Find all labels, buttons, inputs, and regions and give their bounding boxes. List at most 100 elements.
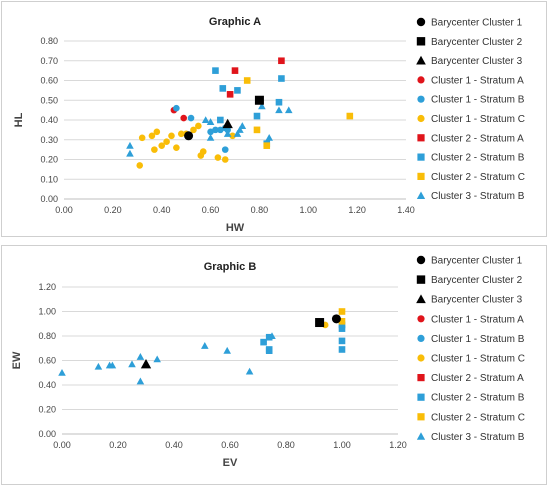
data-point (151, 146, 158, 153)
data-point (331, 314, 341, 324)
data-point (338, 318, 346, 325)
chart-panel-a: Graphic A 0.00 0.10 0.20 0.30 0.40 0.50 0.60 0.7… (1, 1, 547, 237)
data-point (223, 130, 232, 137)
data-point (187, 114, 195, 122)
x-tick-label: 1.40 (397, 205, 415, 215)
data-point (201, 342, 209, 349)
data-point (138, 134, 146, 142)
data-point (231, 67, 239, 74)
data-point (221, 146, 229, 153)
legend-entry-label: Cluster 1 - Stratum B (431, 95, 525, 106)
data-point (136, 377, 145, 385)
data-point (229, 132, 236, 140)
y-tick-label: 0.80 (40, 36, 58, 46)
x-tick-label: 0.20 (104, 205, 122, 215)
y-tick-label: 0.00 (40, 194, 58, 204)
legend-entry-label: Cluster 2 - Stratum A (431, 373, 524, 384)
data-point (153, 128, 161, 136)
legend-marker (417, 172, 425, 180)
data-point (195, 122, 202, 130)
x-tick-label: 0.20 (109, 440, 127, 450)
legend-marker (416, 275, 426, 284)
data-point (168, 132, 175, 140)
legend-marker (417, 393, 425, 401)
data-point (284, 106, 293, 114)
legend-marker (416, 432, 426, 440)
legend-entry-label: Cluster 2 - Stratum A (431, 133, 524, 144)
y-tick-label: 0.20 (38, 405, 56, 415)
data-point (163, 138, 170, 146)
data-point (265, 347, 273, 354)
data-point (338, 308, 346, 315)
data-point (212, 67, 219, 74)
x-tick-label: 0.00 (55, 205, 73, 215)
legend-entry-label: Barycenter Cluster 1 (431, 18, 523, 29)
x-tick-label: 0.40 (165, 440, 183, 450)
legend-entry-label: Cluster 2 - Stratum B (431, 393, 525, 404)
legend-entry-label: Barycenter Cluster 1 (431, 256, 523, 267)
x-tick-label: 0.60 (221, 440, 239, 450)
data-point (338, 346, 346, 353)
legend-entry-label: Cluster 2 - Stratum C (431, 412, 525, 423)
legend-marker (416, 255, 426, 265)
data-point (238, 122, 247, 129)
data-point (236, 126, 244, 133)
chart-title: Graphic B (204, 261, 257, 273)
y-tick-label: 0.30 (40, 135, 58, 145)
data-point (214, 154, 222, 161)
data-point (253, 126, 261, 134)
x-tick-label: 0.40 (153, 205, 171, 215)
data-point (94, 362, 103, 370)
data-point (260, 338, 267, 346)
data-point (199, 148, 207, 155)
y-axis-label: EW (11, 351, 23, 369)
legend-entry-label: Cluster 1 - Stratum A (431, 314, 524, 325)
x-tick-label: 0.60 (202, 205, 220, 215)
legend-marker (416, 55, 426, 65)
data-point (217, 116, 224, 124)
data-point (184, 131, 194, 141)
data-point (245, 367, 254, 375)
data-point (136, 162, 144, 169)
data-point (221, 156, 229, 163)
y-tick-label: 0.60 (38, 356, 56, 366)
chart-title: Graphic A (209, 16, 261, 28)
legend-entry-label: Cluster 1 - Stratum C (431, 114, 525, 125)
legend-entry-label: Cluster 3 - Stratum B (431, 191, 525, 202)
data-point (219, 85, 227, 92)
y-tick-label: 0.50 (40, 95, 58, 105)
y-tick-label: 0.00 (38, 429, 56, 439)
chart-b-svg: Graphic B 0.00 0.20 0.40 0.60 0.80 1.00 1.20 0.0… (11, 255, 525, 470)
legend-entry-label: Barycenter Cluster 3 (431, 295, 523, 306)
x-tick-label: 0.80 (277, 440, 295, 450)
data-point (173, 104, 180, 112)
data-point (190, 126, 197, 134)
data-point (173, 144, 180, 151)
data-point (180, 114, 187, 122)
legend-entry-label: Cluster 1 - Stratum C (431, 354, 525, 365)
legend-marker (416, 294, 426, 304)
data-point (212, 126, 219, 134)
data-point (201, 116, 210, 124)
legend-entry-label: Cluster 3 - Stratum B (431, 432, 525, 443)
data-point (265, 133, 273, 141)
data-point (346, 112, 354, 120)
y-tick-label: 0.40 (40, 115, 58, 125)
legend-marker (417, 76, 425, 84)
y-tick-label: 0.10 (40, 174, 58, 184)
data-point (258, 102, 266, 110)
legend-marker (417, 354, 425, 362)
data-point (243, 77, 251, 84)
legend-marker (417, 134, 425, 142)
data-point (338, 337, 346, 345)
x-axis-label: HW (226, 222, 245, 234)
data-point (253, 112, 261, 120)
x-tick-label: 1.20 (348, 205, 366, 215)
legend-marker (416, 37, 426, 46)
data-point (153, 355, 161, 363)
x-tick-label: 1.00 (333, 440, 351, 450)
data-point (148, 132, 156, 140)
y-tick-label: 0.20 (40, 155, 58, 165)
y-tick-label: 1.20 (38, 282, 56, 292)
data-point (206, 118, 215, 126)
